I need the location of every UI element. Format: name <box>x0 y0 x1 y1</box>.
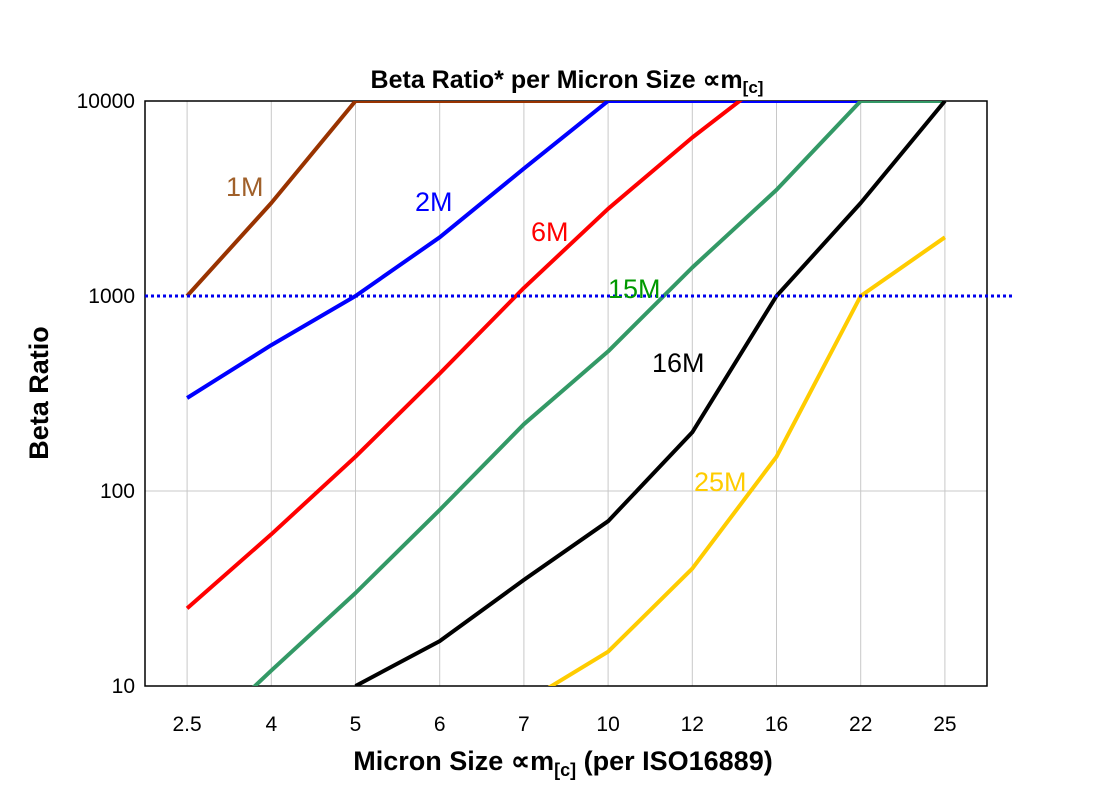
series-line-6M <box>185 101 743 610</box>
x-ticks: 2.5 4 5 6 7 10 12 16 22 25 <box>172 713 956 736</box>
y-ticks: 10 100 1000 10000 <box>77 90 135 698</box>
series-label-15M: 15M <box>608 274 661 304</box>
grid <box>145 101 987 686</box>
x-tick-label: 2.5 <box>172 713 201 736</box>
series-label-16M: 16M <box>652 348 705 378</box>
series-label-1M: 1M <box>226 172 264 202</box>
y-tick-label: 100 <box>100 480 135 503</box>
series-group <box>185 101 947 686</box>
x-tick-label: 7 <box>518 713 530 736</box>
series-line-2M <box>186 101 945 400</box>
series-label-6M: 6M <box>531 217 569 247</box>
y-tick-label: 1000 <box>88 285 135 308</box>
series-line-1M <box>185 101 945 298</box>
y-tick-label: 10 <box>112 675 135 698</box>
series-label-2M: 2M <box>415 187 453 217</box>
x-tick-label: 4 <box>265 713 277 736</box>
series-line-25M <box>547 235 947 686</box>
series-line-16M <box>354 101 947 686</box>
series-labels: 1M 2M 6M 15M 16M 25M <box>226 172 747 497</box>
series-line-15M <box>252 101 945 686</box>
y-tick-label: 10000 <box>77 90 135 113</box>
x-axis-title: Micron Size ∝m[c] (per ISO16889) <box>353 746 772 780</box>
x-tick-label: 5 <box>350 713 362 736</box>
x-tick-label: 22 <box>849 713 872 736</box>
x-tick-label: 12 <box>681 713 704 736</box>
x-tick-label: 10 <box>596 713 619 736</box>
x-tick-label: 25 <box>933 713 956 736</box>
x-tick-label: 16 <box>765 713 788 736</box>
x-tick-label: 6 <box>434 713 446 736</box>
chart-title: Beta Ratio* per Micron Size ∝m[c] <box>371 66 764 97</box>
y-axis-title: Beta Ratio <box>24 326 54 460</box>
series-label-25M: 25M <box>694 467 747 497</box>
